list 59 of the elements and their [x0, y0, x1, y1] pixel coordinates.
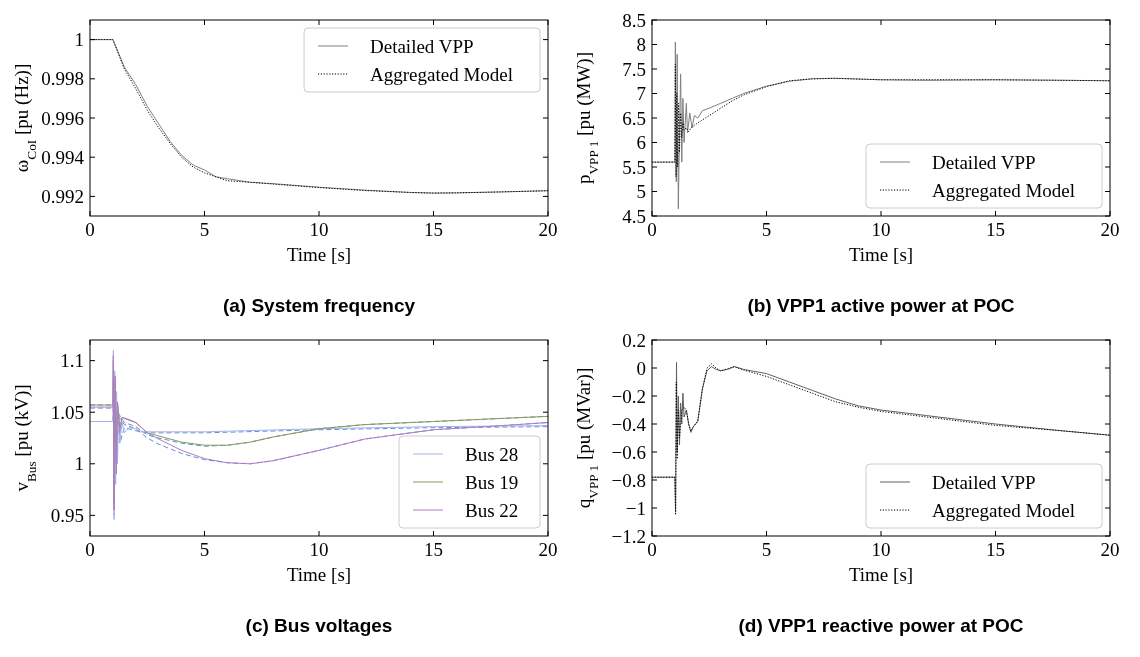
- y-tick-label: −0.6: [611, 441, 646, 463]
- y-tick-label: −0.4: [611, 413, 647, 435]
- y-tick-label: 5.5: [622, 156, 646, 178]
- y-tick-label: 1: [74, 29, 84, 51]
- y-tick-label: 6.5: [622, 107, 646, 129]
- x-tick-label: 5: [199, 539, 210, 560]
- x-axis-title: Time [s]: [848, 564, 914, 585]
- y-tick-label: 5: [636, 181, 646, 203]
- legend-label: Detailed VPP: [370, 35, 474, 57]
- y-tick-label: 0.2: [622, 329, 646, 351]
- x-tick-label: 20: [538, 539, 558, 560]
- y-tick-label: 0.998: [41, 68, 84, 90]
- x-tick-label: 5: [199, 219, 210, 240]
- y-tick-label: 7.5: [622, 58, 646, 80]
- y-tick-label: 0.992: [41, 186, 84, 208]
- y-tick-label: 6: [636, 132, 646, 154]
- x-axis-title: Time [s]: [286, 564, 352, 585]
- y-tick-label: 1.05: [50, 401, 84, 423]
- y-tick-label: 0.996: [41, 107, 84, 129]
- legend-label: Bus 22: [465, 499, 519, 521]
- y-tick-label: 1: [74, 453, 84, 475]
- x-tick-label: 10: [309, 219, 329, 240]
- x-tick-label: 20: [1100, 539, 1120, 560]
- y-tick-label: 1.1: [60, 350, 84, 372]
- text: (c) Bus voltages: [245, 615, 393, 636]
- x-tick-label: 5: [761, 539, 772, 560]
- y-tick-label: −1.2: [611, 525, 646, 547]
- x-tick-label: 15: [986, 219, 1005, 240]
- y-tick-label: 0.95: [50, 505, 84, 527]
- x-tick-label: 5: [761, 219, 772, 240]
- legend-label: Detailed VPP: [932, 471, 1036, 493]
- x-tick-label: 10: [871, 539, 891, 560]
- legend-label: Bus 19: [465, 471, 519, 493]
- legend-label: Detailed VPP: [932, 151, 1036, 173]
- x-tick-label: 15: [424, 539, 443, 560]
- y-tick-label: 7: [636, 83, 646, 105]
- x-axis-title: Time [s]: [286, 244, 352, 265]
- y-tick-label: 0: [636, 357, 646, 379]
- text: (d) VPP1 reactive power at POC: [738, 615, 1024, 636]
- x-tick-label: 15: [986, 539, 1005, 560]
- x-tick-label: 20: [1100, 219, 1120, 240]
- y-tick-label: −0.2: [611, 385, 646, 407]
- y-tick-label: 4.5: [622, 205, 646, 227]
- x-tick-label: 15: [424, 219, 443, 240]
- y-tick-label: 8.5: [622, 9, 646, 31]
- legend-label: Bus 28: [465, 443, 519, 465]
- x-tick-label: 20: [538, 219, 558, 240]
- y-tick-label: 8: [636, 34, 646, 56]
- x-tick-label: 10: [871, 219, 891, 240]
- y-tick-label: −0.8: [611, 469, 646, 491]
- x-tick-label: 10: [309, 539, 329, 560]
- text: (a) System frequency: [222, 295, 416, 316]
- legend-label: Aggregated Model: [932, 499, 1075, 521]
- text: (b) VPP1 active power at POC: [747, 295, 1015, 316]
- legend-label: Aggregated Model: [370, 63, 513, 85]
- y-tick-label: −1: [625, 497, 646, 519]
- legend-label: Aggregated Model: [932, 179, 1075, 201]
- y-tick-label: 0.994: [41, 146, 85, 168]
- x-axis-title: Time [s]: [848, 244, 914, 265]
